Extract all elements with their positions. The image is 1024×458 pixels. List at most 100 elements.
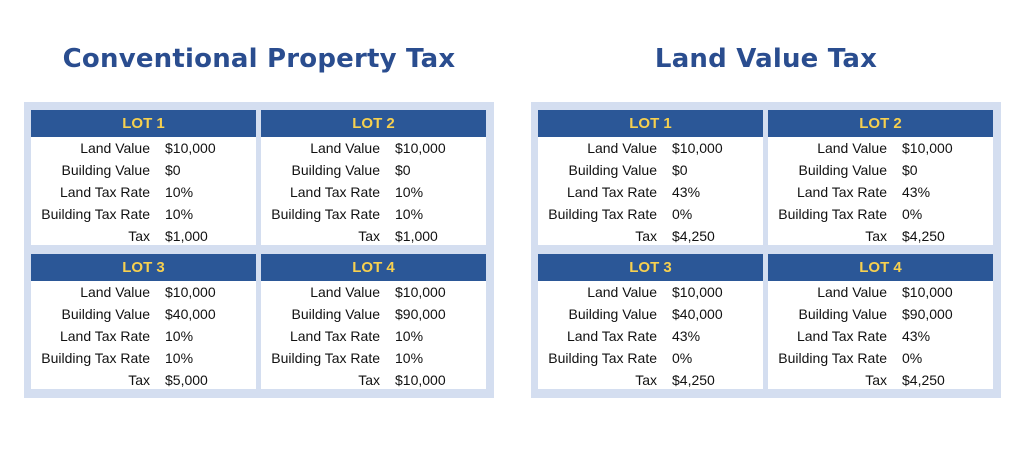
row-label: Building Value <box>568 162 657 178</box>
row-value: $1,000 <box>165 228 208 244</box>
row-label: Land Tax Rate <box>566 184 657 200</box>
land-value-tax-panel-title: Land Value Tax <box>654 44 878 74</box>
lot-header: LOT 3 <box>31 254 256 281</box>
building-tax-rate-row: Building Tax Rate 10% <box>31 347 256 369</box>
row-label: Building Tax Rate <box>41 350 150 366</box>
row-value: $0 <box>165 162 181 178</box>
conventional-lot-1-card: LOT 1 Land Value $10,000 Building Value $0… <box>31 110 256 245</box>
tax-row: Tax $4,250 <box>768 225 993 247</box>
building-value-row: Building Value $0 <box>31 159 256 181</box>
row-label: Land Tax Rate <box>289 184 380 200</box>
tax-row: Tax $4,250 <box>538 225 763 247</box>
building-tax-rate-row: Building Tax Rate 0% <box>538 203 763 225</box>
row-label: Tax <box>128 228 150 244</box>
row-label: Land Value <box>817 140 887 156</box>
building-value-row: Building Value $0 <box>768 159 993 181</box>
row-value: $10,000 <box>672 140 723 156</box>
row-value: 0% <box>672 350 693 366</box>
building-tax-rate-row: Building Tax Rate 0% <box>538 347 763 369</box>
land-value-row: Land Value $10,000 <box>31 281 256 303</box>
building-tax-rate-row: Building Tax Rate 10% <box>261 203 486 225</box>
land-value-row: Land Value $10,000 <box>538 281 763 303</box>
row-label: Building Value <box>291 306 380 322</box>
row-value: $10,000 <box>395 284 446 300</box>
row-label: Land Value <box>80 284 150 300</box>
row-value: 10% <box>395 350 424 366</box>
row-value: $4,250 <box>672 372 715 388</box>
tax-row: Tax $1,000 <box>261 225 486 247</box>
row-value: $90,000 <box>902 306 953 322</box>
lvt-lot-2-card: LOT 2 Land Value $10,000 Building Value $0… <box>768 110 993 245</box>
row-value: $5,000 <box>165 372 208 388</box>
row-value: 10% <box>395 206 424 222</box>
row-value: $4,250 <box>672 228 715 244</box>
building-value-row: Building Value $40,000 <box>538 303 763 325</box>
building-tax-rate-row: Building Tax Rate 0% <box>768 347 993 369</box>
row-value: $4,250 <box>902 228 945 244</box>
land-value-row: Land Value $10,000 <box>538 137 763 159</box>
conventional-lot-2-card: LOT 2 Land Value $10,000 Building Value $0… <box>261 110 486 245</box>
row-value: 0% <box>672 206 693 222</box>
row-label: Land Value <box>310 140 380 156</box>
land-value-tax-panel: LOT 1 Land Value $10,000 Building Value $0… <box>531 102 1001 398</box>
land-tax-rate-row: Land Tax Rate 43% <box>768 325 993 347</box>
building-tax-rate-row: Building Tax Rate 10% <box>261 347 486 369</box>
row-label: Tax <box>635 228 657 244</box>
row-value: $10,000 <box>165 140 216 156</box>
row-label: Tax <box>128 372 150 388</box>
row-value: $10,000 <box>902 140 953 156</box>
land-value-row: Land Value $10,000 <box>768 137 993 159</box>
lvt-lot-1-card: LOT 1 Land Value $10,000 Building Value $0… <box>538 110 763 245</box>
row-value: 43% <box>672 184 701 200</box>
row-label: Building Tax Rate <box>778 350 887 366</box>
row-value: $1,000 <box>395 228 438 244</box>
row-value: $0 <box>672 162 688 178</box>
row-label: Building Tax Rate <box>271 350 380 366</box>
row-label: Building Tax Rate <box>41 206 150 222</box>
lot-header: LOT 4 <box>768 254 993 281</box>
row-value: 43% <box>672 328 701 344</box>
row-label: Land Tax Rate <box>59 184 150 200</box>
land-value-row: Land Value $10,000 <box>768 281 993 303</box>
land-value-row: Land Value $10,000 <box>31 137 256 159</box>
conventional-panel-title: Conventional Property Tax <box>62 44 456 74</box>
row-value: $10,000 <box>395 372 446 388</box>
row-label: Land Value <box>310 284 380 300</box>
row-value: $40,000 <box>165 306 216 322</box>
tax-row: Tax $10,000 <box>261 369 486 391</box>
land-tax-rate-row: Land Tax Rate 10% <box>31 181 256 203</box>
row-label: Building Tax Rate <box>548 350 657 366</box>
row-value: 0% <box>902 206 923 222</box>
row-label: Tax <box>865 228 887 244</box>
land-value-row: Land Value $10,000 <box>261 137 486 159</box>
row-label: Building Value <box>61 306 150 322</box>
tax-row: Tax $4,250 <box>768 369 993 391</box>
building-value-row: Building Value $0 <box>261 159 486 181</box>
row-value: 10% <box>165 350 194 366</box>
row-label: Land Value <box>817 284 887 300</box>
building-value-row: Building Value $90,000 <box>261 303 486 325</box>
row-label: Building Tax Rate <box>271 206 380 222</box>
row-value: $10,000 <box>672 284 723 300</box>
row-label: Building Value <box>568 306 657 322</box>
row-label: Land Tax Rate <box>289 328 380 344</box>
row-label: Tax <box>865 372 887 388</box>
tax-row: Tax $5,000 <box>31 369 256 391</box>
row-label: Land Tax Rate <box>59 328 150 344</box>
row-value: $10,000 <box>165 284 216 300</box>
tax-row: Tax $1,000 <box>31 225 256 247</box>
row-label: Building Value <box>798 162 887 178</box>
land-tax-rate-row: Land Tax Rate 10% <box>31 325 256 347</box>
row-label: Tax <box>635 372 657 388</box>
building-value-row: Building Value $0 <box>538 159 763 181</box>
row-value: 43% <box>902 184 931 200</box>
lvt-lot-4-card: LOT 4 Land Value $10,000 Building Value $9… <box>768 254 993 389</box>
row-label: Land Tax Rate <box>796 328 887 344</box>
conventional-panel: LOT 1 Land Value $10,000 Building Value $0… <box>24 102 494 398</box>
row-value: $10,000 <box>395 140 446 156</box>
row-label: Land Tax Rate <box>796 184 887 200</box>
building-value-row: Building Value $40,000 <box>31 303 256 325</box>
row-label: Building Value <box>798 306 887 322</box>
tax-row: Tax $4,250 <box>538 369 763 391</box>
conventional-lot-3-card: LOT 3 Land Value $10,000 Building Value $4… <box>31 254 256 389</box>
